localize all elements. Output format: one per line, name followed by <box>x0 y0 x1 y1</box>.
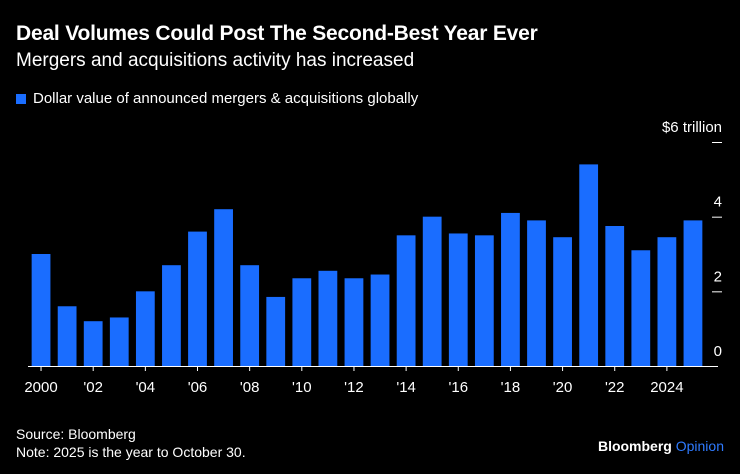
bar-2004 <box>135 291 155 366</box>
x-tick-label: '04 <box>136 379 156 396</box>
bars-group <box>31 164 703 366</box>
bar-2023 <box>631 250 651 366</box>
bar-2020 <box>553 237 572 366</box>
bar-2019 <box>527 220 546 366</box>
x-tick-label: '02 <box>83 379 103 396</box>
bar-2009 <box>266 296 286 366</box>
legend-swatch <box>16 93 26 104</box>
bar-2007 <box>214 209 233 366</box>
x-tick-label: '20 <box>553 379 573 396</box>
bar-2016 <box>448 233 468 366</box>
bar-2022 <box>605 226 625 366</box>
x-tick-label: '22 <box>605 379 625 396</box>
bar-2003 <box>109 317 129 366</box>
legend: Dollar value of announced mergers & acqu… <box>16 90 418 107</box>
x-tick-label: '16 <box>448 379 468 396</box>
brand-accent: Opinion <box>675 438 724 454</box>
x-tick-label: 2000 <box>24 379 57 396</box>
bar-2002 <box>83 321 103 366</box>
bar-2025 <box>683 220 703 366</box>
chart-title: Deal Volumes Could Post The Second-Best … <box>16 22 538 45</box>
bar-2005 <box>162 265 181 366</box>
y-tick-label: 0 <box>714 343 722 360</box>
bar-2021 <box>579 164 599 366</box>
x-tick-label: '12 <box>344 379 364 396</box>
footnote: Note: 2025 is the year to October 30. <box>16 444 246 460</box>
brand-main: Bloomberg <box>597 438 672 454</box>
bar-2000 <box>31 254 51 366</box>
chart-subtitle: Mergers and acquisitions activity has in… <box>16 50 415 71</box>
bar-2011 <box>318 270 338 366</box>
bar-2008 <box>240 265 260 366</box>
x-tick-label: 2024 <box>650 379 683 396</box>
y-tick-label: $6 trillion <box>662 119 722 136</box>
bar-2010 <box>292 278 312 366</box>
x-tick-label: '14 <box>396 379 416 396</box>
legend-label: Dollar value of announced mergers & acqu… <box>33 90 419 107</box>
x-tick-label: '10 <box>292 379 312 396</box>
bar-2017 <box>474 235 494 366</box>
bar-2006 <box>188 231 207 366</box>
bar-2001 <box>57 306 77 366</box>
y-axis: 0 2 4 $6 trillion <box>662 119 722 360</box>
x-axis: 2000 '02 '04 '06 '08 '10 '12 '14 '16 '18 '20 '22 202… <box>24 366 718 396</box>
bar-2024 <box>657 237 677 366</box>
y-tick-label: 2 <box>714 268 722 285</box>
brand-logo: Bloomberg Opinion <box>598 438 724 454</box>
bar-2014 <box>396 235 416 366</box>
bar-2013 <box>370 274 390 366</box>
source-note: Source: Bloomberg <box>16 426 136 442</box>
bar-2018 <box>501 212 520 366</box>
bar-2012 <box>344 278 364 366</box>
bar-2015 <box>422 216 442 366</box>
x-tick-label: '08 <box>240 379 260 396</box>
x-tick-label: '18 <box>501 379 521 396</box>
y-tick-label: 4 <box>714 194 722 211</box>
x-tick-label: '06 <box>188 379 208 396</box>
